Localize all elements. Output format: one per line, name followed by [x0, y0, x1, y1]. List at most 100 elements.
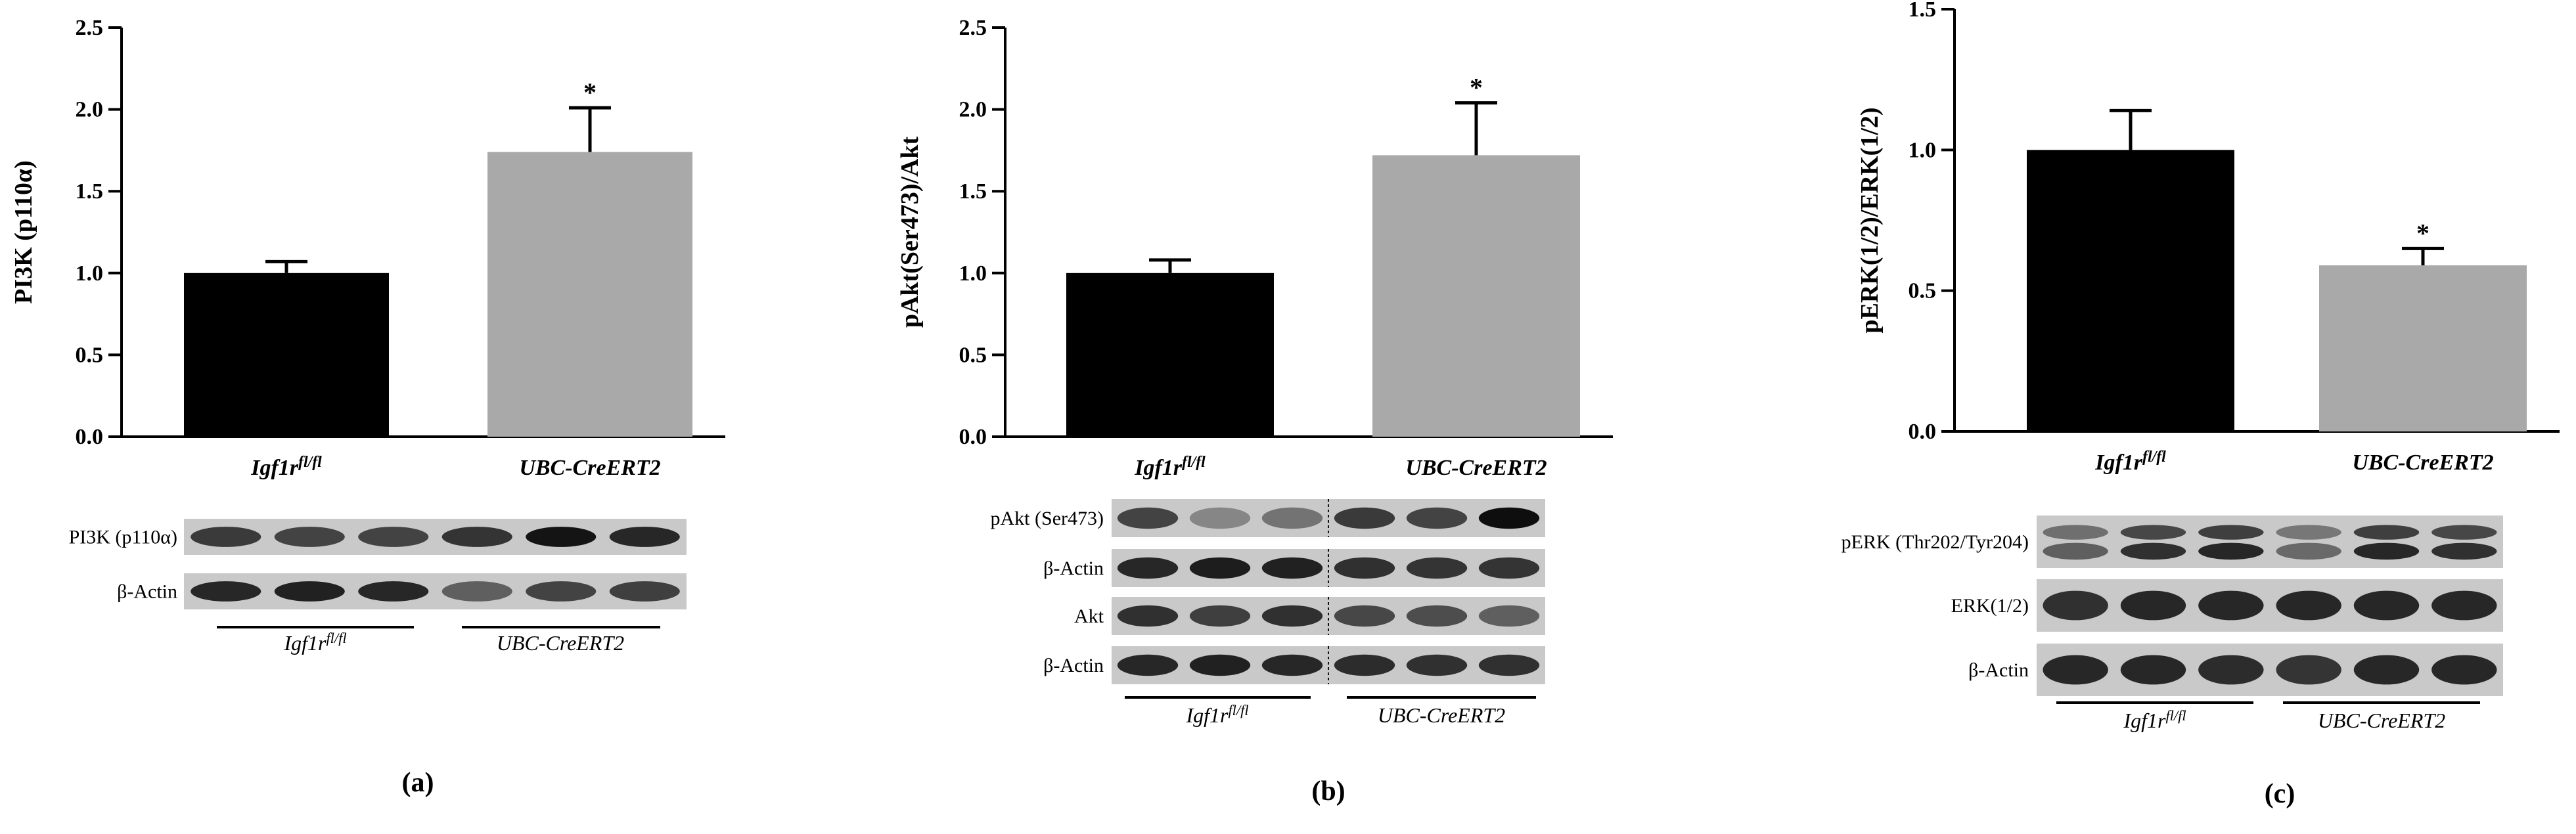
- blot-band: [274, 581, 345, 602]
- bar: [487, 152, 692, 437]
- bar-charts: 0.0 0.5 1.0 1.5 2.0 2.5 PI3K (p110α) Igf1rfl/fl…: [10, 0, 2560, 480]
- blot-band: [1117, 654, 1179, 676]
- blot-band: [526, 581, 597, 602]
- blot-band: [2043, 525, 2108, 540]
- group-label: Igf1rfl/fl: [283, 630, 346, 655]
- blot-band: [1189, 507, 1251, 529]
- y-tick-label: 0.0: [959, 425, 987, 449]
- significance-marker: *: [2416, 218, 2429, 248]
- blot-band: [1117, 605, 1179, 627]
- blot-band: [2431, 590, 2497, 621]
- blot-band: [2353, 542, 2420, 560]
- x-tick-label: UBC-CreERT2: [1405, 456, 1547, 480]
- blot-panel-c: pERK (Thr202/Tyr204) ERK(1/2) β-Actin Igf1r…: [1842, 516, 2503, 809]
- panel-letter: (c): [2265, 779, 2295, 809]
- y-tick-label: 1.0: [959, 261, 987, 286]
- blot-label: pAkt (Ser473): [991, 508, 1104, 529]
- blot-label: Akt: [1074, 605, 1104, 627]
- blot-band: [1117, 507, 1179, 529]
- y-tick-label: 2.0: [959, 98, 987, 122]
- x-tick-label: UBC-CreERT2: [519, 456, 660, 480]
- blot-band: [2043, 655, 2108, 685]
- blot-band: [1406, 605, 1468, 627]
- panel-letter: (a): [402, 768, 434, 798]
- blot-strip: [2037, 644, 2503, 696]
- blot-band: [1334, 557, 1395, 579]
- blot-strip: [184, 573, 687, 609]
- y-axis-label: pERK(1/2)/ERK(1/2): [1856, 107, 1884, 333]
- blot-band: [1478, 557, 1540, 579]
- y-tick-label: 1.0: [1909, 138, 1937, 162]
- blot-band: [2043, 590, 2108, 621]
- y-tick-label: 1.5: [76, 179, 104, 204]
- x-tick-label: Igf1rfl/fl: [2094, 449, 2166, 475]
- blot-strip: [2037, 579, 2503, 632]
- blot-band: [191, 527, 261, 547]
- blot-band: [2043, 542, 2108, 560]
- chart-a: 0.0 0.5 1.0 1.5 2.0 2.5 PI3K (p110α) Igf1rfl/fl…: [10, 16, 725, 480]
- significance-marker: *: [583, 77, 597, 107]
- blot-band: [2276, 542, 2341, 560]
- blot-band: [2198, 525, 2264, 540]
- group-label: UBC-CreERT2: [497, 631, 624, 655]
- blot-band: [2198, 542, 2264, 560]
- blot-panel-a: PI3K (p110α) β-Actin Igf1rfl/fl UBC-CreERT2…: [69, 519, 687, 798]
- blot-band: [2120, 590, 2186, 621]
- bar: [184, 273, 389, 437]
- blot-band: [1334, 507, 1395, 529]
- x-tick-label: Igf1rfl/fl: [1134, 454, 1206, 480]
- blot-band: [441, 581, 512, 602]
- y-tick-label: 1.5: [1909, 0, 1937, 22]
- x-tick-label: Igf1rfl/fl: [250, 454, 322, 480]
- blot-band: [274, 527, 345, 547]
- y-tick-label: 0.5: [1909, 279, 1937, 303]
- blot-band: [2120, 525, 2186, 540]
- bar: [2027, 150, 2234, 432]
- blot-band: [2276, 525, 2341, 540]
- bar: [1372, 155, 1580, 437]
- blot-band: [1189, 654, 1251, 676]
- blot-band: [1406, 654, 1468, 676]
- significance-marker: *: [1470, 73, 1483, 102]
- group-label: Igf1rfl/fl: [1185, 702, 1248, 727]
- blot-band: [2120, 655, 2186, 685]
- blot-band: [1261, 507, 1323, 529]
- blot-label: β-Actin: [1043, 655, 1104, 676]
- western-blots: PI3K (p110α) β-Actin Igf1rfl/fl UBC-CreERT2…: [69, 499, 2503, 809]
- blot-band: [358, 581, 429, 602]
- blot-band: [2431, 525, 2497, 540]
- blot-band: [2198, 655, 2264, 685]
- blot-band: [609, 527, 680, 547]
- y-tick-label: 0.5: [76, 343, 104, 367]
- y-axis-label: PI3K (p110α): [10, 160, 37, 304]
- group-label: UBC-CreERT2: [1378, 703, 1505, 727]
- y-tick-label: 2.5: [959, 16, 987, 40]
- blot-band: [1117, 557, 1179, 579]
- blot-panel-b: pAkt (Ser473) β-Actin Akt β-Actin Igf1rfl/fl…: [991, 499, 1545, 806]
- blot-band: [191, 581, 261, 602]
- blot-band: [2353, 590, 2420, 621]
- blot-band: [1406, 507, 1468, 529]
- blot-label: pERK (Thr202/Tyr204): [1842, 531, 2029, 553]
- blot-band: [1261, 654, 1323, 676]
- blot-band: [1189, 557, 1251, 579]
- blot-strip: [184, 519, 687, 555]
- bar: [1066, 273, 1274, 437]
- blot-band: [2431, 542, 2497, 560]
- y-tick-label: 0.0: [76, 425, 104, 449]
- x-tick-label: UBC-CreERT2: [2352, 450, 2493, 475]
- blot-band: [1478, 605, 1540, 627]
- blot-band: [358, 527, 429, 547]
- blot-band: [2276, 590, 2341, 621]
- y-tick-label: 0.5: [959, 343, 987, 367]
- blot-label: PI3K (p110α): [69, 527, 177, 548]
- blot-band: [1261, 605, 1323, 627]
- blot-band: [526, 527, 597, 547]
- blot-band: [1334, 605, 1395, 627]
- group-label: UBC-CreERT2: [2318, 709, 2445, 732]
- group-label: Igf1rfl/fl: [2123, 707, 2186, 732]
- y-tick-label: 1.0: [76, 261, 104, 286]
- blot-band: [1478, 507, 1540, 529]
- blot-band: [2198, 590, 2264, 621]
- blot-band: [609, 581, 680, 602]
